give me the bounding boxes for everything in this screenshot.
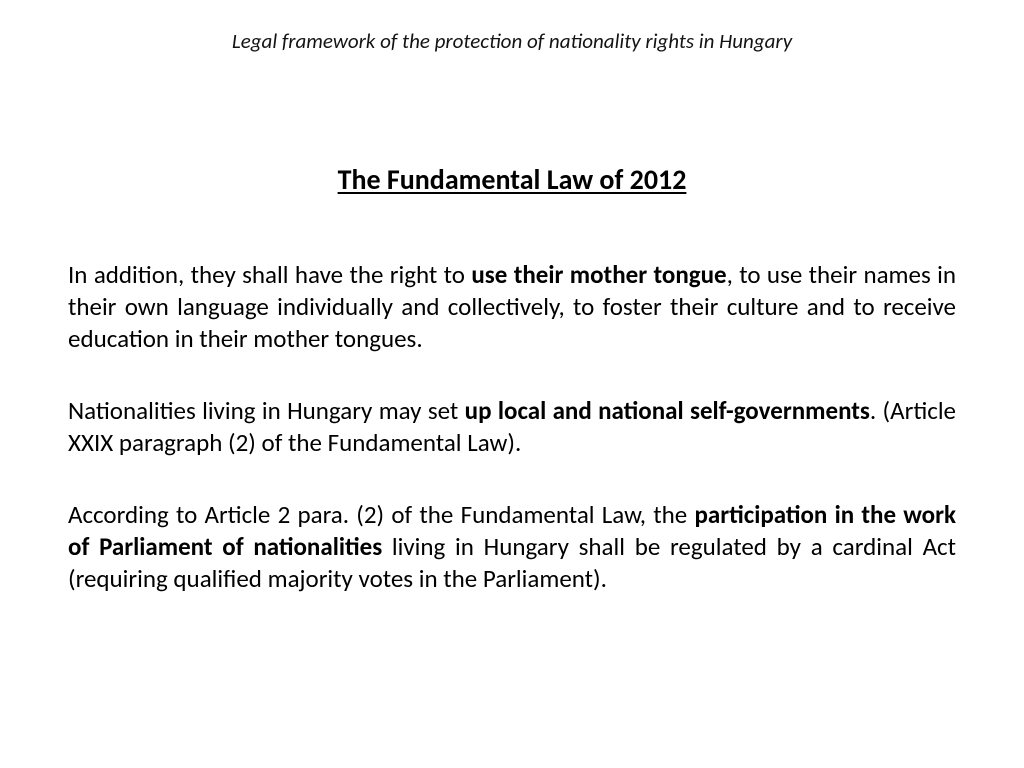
p3-pre: According to Article 2 para. (2) of the …	[68, 499, 694, 530]
p2-pre: Nationalities living in Hungary may set	[68, 395, 465, 426]
page-header: Legal framework of the protection of nat…	[68, 28, 956, 54]
paragraph-1: In addition, they shall have the right t…	[68, 259, 956, 355]
p1-pre: In addition, they shall have the right t…	[68, 259, 471, 290]
page-title: The Fundamental Law of 2012	[68, 162, 956, 197]
paragraph-3: According to Article 2 para. (2) of the …	[68, 499, 956, 595]
p2-bold: up local and national self-governments	[465, 395, 870, 426]
p1-bold: use their mother tongue	[471, 259, 726, 290]
slide-page: Legal framework of the protection of nat…	[0, 0, 1024, 768]
paragraph-2: Nationalities living in Hungary may set …	[68, 395, 956, 459]
